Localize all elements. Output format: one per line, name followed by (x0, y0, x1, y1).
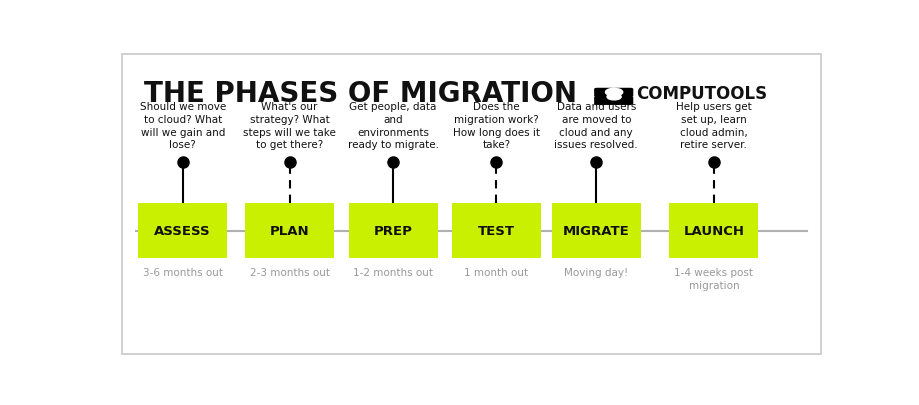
Text: 2-3 months out: 2-3 months out (249, 268, 329, 278)
Bar (348, 204, 437, 258)
FancyBboxPatch shape (612, 89, 632, 98)
Circle shape (607, 94, 620, 101)
Text: PLAN: PLAN (269, 224, 309, 237)
Text: Moving day!: Moving day! (563, 268, 628, 278)
Bar (551, 204, 641, 258)
Text: PREP: PREP (373, 224, 412, 237)
FancyBboxPatch shape (594, 97, 614, 106)
Text: Help users get
set up, learn
cloud admin,
retire server.: Help users get set up, learn cloud admin… (675, 102, 751, 150)
Text: THE PHASES OF MIGRATION: THE PHASES OF MIGRATION (143, 80, 576, 108)
Text: 3-6 months out: 3-6 months out (142, 268, 222, 278)
Text: ASSESS: ASSESS (154, 224, 210, 237)
FancyBboxPatch shape (594, 89, 614, 98)
Bar (138, 204, 227, 258)
Bar (669, 204, 757, 258)
Text: COMPUTOOLS: COMPUTOOLS (636, 85, 766, 102)
Bar (451, 204, 540, 258)
Text: LAUNCH: LAUNCH (683, 224, 743, 237)
Bar (244, 204, 334, 258)
Text: Data and users
are moved to
cloud and any
issues resolved.: Data and users are moved to cloud and an… (554, 102, 638, 150)
Text: 1 month out: 1 month out (464, 268, 528, 278)
Text: TEST: TEST (478, 224, 515, 237)
Text: What's our
strategy? What
steps will we take
to get there?: What's our strategy? What steps will we … (243, 102, 335, 150)
Text: 1-4 weeks post
migration: 1-4 weeks post migration (674, 268, 753, 290)
Text: 1-2 months out: 1-2 months out (353, 268, 433, 278)
Text: Should we move
to cloud? What
will we gain and
lose?: Should we move to cloud? What will we ga… (140, 102, 226, 150)
Text: MIGRATE: MIGRATE (562, 224, 629, 237)
Circle shape (605, 89, 622, 97)
Text: Get people, data
and
environments
ready to migrate.: Get people, data and environments ready … (347, 102, 438, 150)
Text: Does the
migration work?
How long does it
take?: Does the migration work? How long does i… (452, 102, 539, 150)
FancyBboxPatch shape (612, 97, 632, 106)
